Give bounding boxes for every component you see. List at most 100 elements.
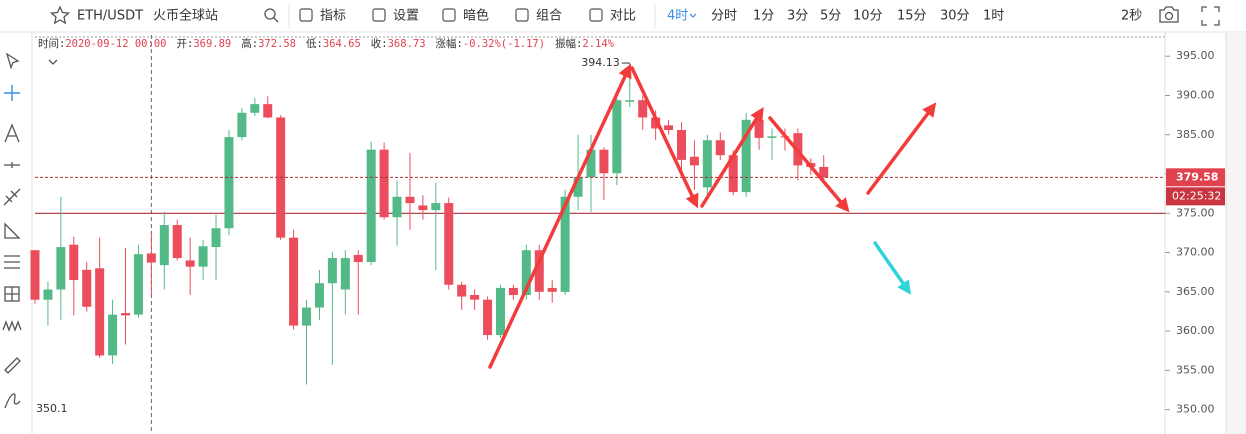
exchange[interactable]: 火币全球站 [153, 8, 218, 24]
info-label: 涨幅: [436, 37, 463, 50]
search-icon[interactable] [264, 8, 276, 20]
interval[interactable]: 10分 [853, 9, 883, 24]
candle-body [715, 140, 725, 156]
toolbar-button[interactable]: 组合 [536, 9, 562, 24]
candle-body [95, 268, 105, 356]
info-value: 2020-09-12 00:00 [65, 38, 166, 50]
info-label: 开: [176, 38, 193, 50]
crosshair-tool[interactable] [4, 85, 20, 101]
candle-body [689, 156, 699, 166]
info-value: 372.58 [258, 38, 296, 50]
plot: 395.00390.00385.00380.00375.00370.00365.… [30, 35, 1225, 434]
button-icon [442, 8, 456, 22]
drawn-arrow [768, 116, 850, 213]
candle-body [133, 254, 143, 315]
last-price-box [1166, 168, 1225, 187]
candle-body [534, 250, 544, 292]
toolbar-button[interactable]: 设置 [393, 9, 419, 24]
fullscreen-icon[interactable] [1201, 6, 1220, 26]
candle-body [172, 225, 182, 259]
candle-body [30, 250, 40, 300]
y-tick-label: 395.00 [1176, 49, 1215, 62]
y-tick-label: 385.00 [1176, 128, 1215, 141]
last-price: 379.58 [1176, 170, 1218, 183]
y-tick-label: 365.00 [1176, 285, 1215, 298]
info-label: 时间: [38, 37, 65, 50]
camera-lens [1164, 11, 1174, 21]
toolbar-bg [0, 0, 1246, 32]
toolbar-button[interactable]: 指标 [320, 9, 346, 24]
candle-body [185, 260, 195, 267]
candle-body [495, 287, 505, 336]
candle-body [508, 287, 518, 295]
interval[interactable]: 30分 [940, 9, 970, 24]
candle-body [302, 307, 312, 326]
dropdown-icon [689, 13, 697, 18]
collapse-icon[interactable] [48, 59, 58, 65]
candle-body [638, 100, 648, 118]
candle-body [366, 149, 376, 262]
channel-tool[interactable] [3, 188, 21, 206]
refresh-rate[interactable]: 2秒 [1121, 9, 1142, 24]
button-icon [372, 8, 386, 22]
candle-body [767, 136, 777, 138]
candle-body [211, 228, 221, 248]
y-tick-label: 360.00 [1176, 324, 1215, 337]
candle-body [573, 177, 583, 197]
candle-body [418, 205, 428, 211]
candle-body [470, 294, 480, 300]
countdown-box [1166, 187, 1225, 206]
interval[interactable]: 5分 [820, 9, 841, 24]
candle-body [754, 119, 764, 138]
interval[interactable]: 3分 [787, 9, 808, 24]
interval[interactable]: 1时 [983, 9, 1004, 24]
active-interval[interactable]: 4时 [667, 9, 688, 24]
fib-tool[interactable] [4, 255, 20, 269]
candle-body [702, 140, 712, 188]
line-tool[interactable] [4, 162, 20, 168]
info-bar: 时间:2020-09-12 00:00 开:369.89 高:372.58 低:364… [38, 37, 615, 50]
candle-body [599, 149, 609, 174]
toolbar-button[interactable]: 暗色 [463, 8, 489, 24]
info-value: -0.32%(-1.17) [463, 38, 545, 50]
info-value: 2.14% [582, 38, 614, 50]
candle-body [444, 203, 454, 285]
candle-body [43, 289, 53, 300]
y-tick-label: 370.00 [1176, 246, 1215, 259]
interval[interactable]: 15分 [897, 9, 927, 24]
box-tool-cross [5, 287, 19, 301]
candle-body [651, 117, 661, 129]
info-value: 368.73 [388, 38, 426, 50]
button-icon [515, 8, 529, 22]
text-tool[interactable] [4, 123, 20, 143]
candle-body [728, 155, 738, 193]
candle-body [237, 112, 247, 138]
candle-body [625, 100, 635, 102]
wave-tool[interactable] [2, 320, 22, 332]
annotations [488, 63, 937, 369]
side-panel [1226, 32, 1246, 434]
drawn-arrow [866, 102, 937, 195]
candle-body [146, 253, 156, 263]
candle-body [198, 246, 208, 267]
candle-body [405, 196, 415, 204]
candle-body [263, 104, 273, 118]
y-tick-label: 375.00 [1176, 206, 1215, 219]
info-label: 收: [371, 37, 388, 50]
toolbar: ETH/USDT 火币全球站 指标 设置 暗色 组合 对比 4时 分时 1分 3分 5分 10分 15… [0, 0, 1246, 33]
ruler-tool[interactable] [4, 357, 21, 374]
interval[interactable]: 1分 [753, 9, 774, 24]
camera-icon[interactable] [1159, 6, 1179, 23]
triangle-tool[interactable] [4, 222, 21, 239]
pointer-tool[interactable] [5, 52, 20, 70]
candle-body [314, 283, 324, 308]
y-tick-label: 355.00 [1176, 363, 1215, 376]
favorite-icon[interactable] [49, 5, 71, 25]
candle-body [250, 104, 260, 113]
toolbar-button[interactable]: 对比 [610, 9, 636, 24]
interval[interactable]: 分时 [711, 9, 737, 24]
candle-body [327, 258, 337, 284]
brush-tool[interactable] [4, 393, 21, 409]
symbol[interactable]: ETH/USDT [77, 9, 143, 24]
